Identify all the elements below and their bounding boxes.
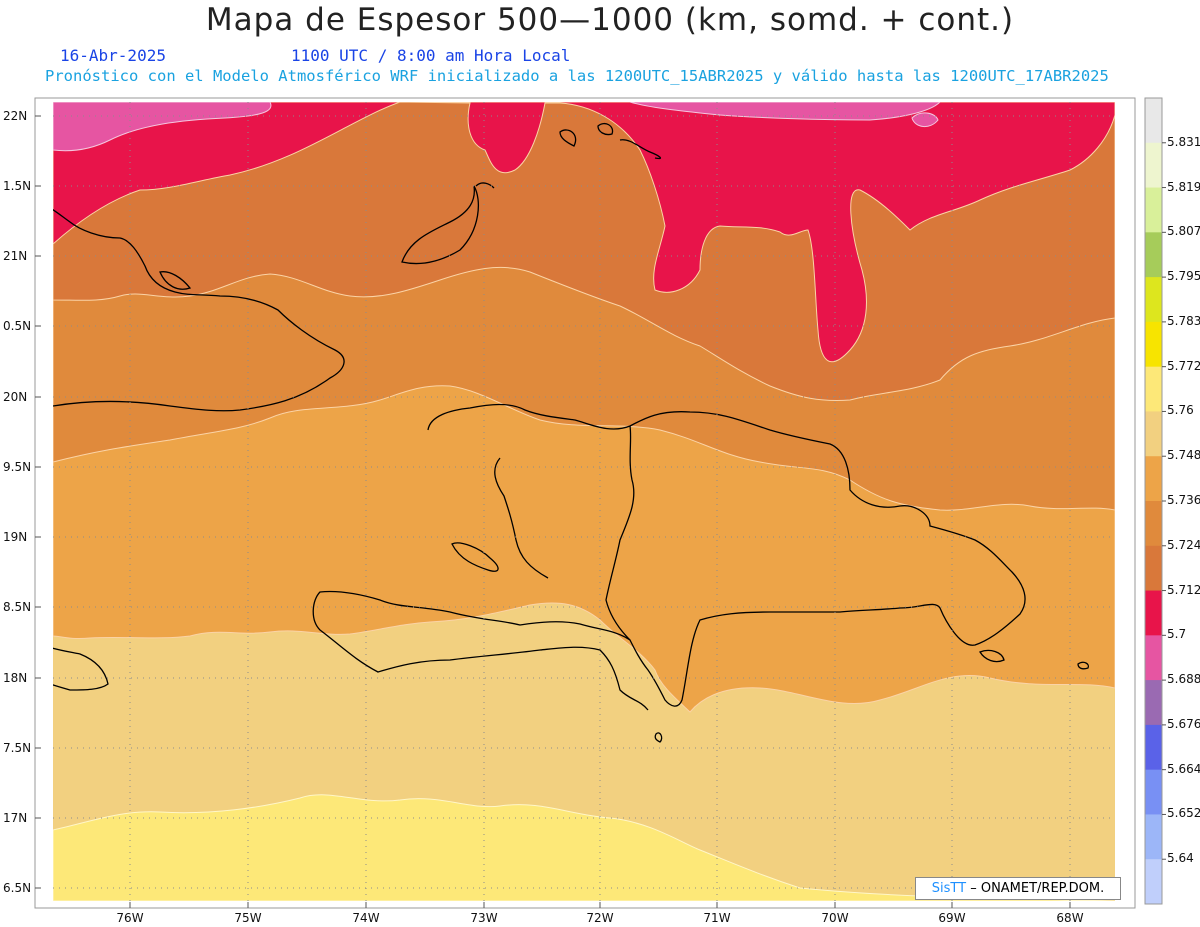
colorbar-label: 5.712 <box>1167 582 1200 597</box>
colorbar-swatch <box>1145 545 1162 592</box>
colorbar-label: 5.831 <box>1167 134 1200 149</box>
colorbar-label: 5.652 <box>1167 806 1200 821</box>
band-5700 <box>53 102 1115 363</box>
colorbar-swatch <box>1145 814 1162 860</box>
lon-tick: 70W <box>821 911 848 925</box>
colorbar-label: 5.795 <box>1167 269 1200 284</box>
colorbar-label: 5.7 <box>1167 627 1187 642</box>
map-frame <box>34 97 1136 909</box>
colorbar-label: 5.676 <box>1167 716 1200 731</box>
credit-text: – ONAMET/REP.DOM. <box>970 881 1105 896</box>
colorbar <box>1144 97 1166 905</box>
colorbar-label: 5.819 <box>1167 179 1200 194</box>
lat-tick: 17N <box>3 811 27 825</box>
lat-tick: 1.5N <box>3 179 31 193</box>
lon-tick: 73W <box>470 911 497 925</box>
lon-tick: 72W <box>586 911 613 925</box>
colorbar-swatch <box>1145 501 1162 547</box>
lat-tick: 7.5N <box>3 741 31 755</box>
band-5688 <box>53 102 272 152</box>
colorbar-label: 5.783 <box>1167 313 1200 328</box>
colorbar-label: 5.724 <box>1167 537 1200 552</box>
colorbar-swatch <box>1145 142 1162 189</box>
colorbar-label: 5.748 <box>1167 448 1200 463</box>
colorbar-label: 5.664 <box>1167 761 1200 776</box>
colorbar-swatch <box>1145 590 1162 636</box>
colorbar-swatch <box>1145 769 1162 815</box>
lat-tick: 8.5N <box>3 600 31 614</box>
colorbar-swatch <box>1145 724 1162 771</box>
lat-tick: 6.5N <box>3 881 31 895</box>
lon-tick: 69W <box>938 911 965 925</box>
colorbar-swatch <box>1145 411 1162 457</box>
lat-tick: 21N <box>3 249 27 263</box>
colorbar-swatch <box>1145 98 1162 144</box>
time-label: 1100 UTC / 8:00 am Hora Local <box>291 46 571 65</box>
lat-tick: 22N <box>3 109 27 123</box>
lat-tick: 0.5N <box>3 319 31 333</box>
band-5688-c <box>911 112 939 127</box>
lat-tick: 20N <box>3 390 27 404</box>
lon-tick: 68W <box>1056 911 1083 925</box>
colorbar-swatch <box>1145 680 1162 726</box>
band-5760 <box>53 794 1115 901</box>
band-5688-b <box>629 102 941 121</box>
credit-box: SisTT – ONAMET/REP.DOM. <box>915 877 1121 900</box>
lon-tick: 74W <box>352 911 379 925</box>
colorbar-swatch <box>1145 456 1162 502</box>
colorbar-swatch <box>1145 321 1162 368</box>
map-title: Mapa de Espesor 500—1000 (km, somd. + co… <box>205 2 1015 38</box>
model-info: Pronóstico con el Modelo Atmosférico WRF… <box>45 67 1109 85</box>
colorbar-swatch <box>1145 859 1162 905</box>
colorbar-label: 5.64 <box>1167 851 1194 866</box>
colorbar-swatch <box>1145 366 1162 412</box>
sis-logo: SisTT <box>931 881 967 896</box>
lon-tick: 76W <box>116 911 143 925</box>
date-label: 16-Abr-2025 <box>60 46 166 65</box>
lon-tick: 71W <box>703 911 730 925</box>
lat-tick: 18N <box>3 671 27 685</box>
lon-tick: 75W <box>234 911 261 925</box>
colorbar-label: 5.807 <box>1167 224 1200 239</box>
colorbar-label: 5.688 <box>1167 672 1200 687</box>
coastlines <box>53 122 1090 743</box>
colorbar-swatch <box>1145 187 1162 233</box>
colorbar-label: 5.736 <box>1167 493 1200 507</box>
colorbar-label: 5.76 <box>1167 403 1194 418</box>
colorbar-swatch <box>1145 277 1162 323</box>
lat-tick: 9.5N <box>3 460 31 474</box>
lat-tick: 19N <box>3 530 27 544</box>
colorbar-swatch <box>1145 232 1162 278</box>
colorbar-swatch <box>1145 635 1162 681</box>
colorbar-label: 5.772 <box>1167 358 1200 373</box>
